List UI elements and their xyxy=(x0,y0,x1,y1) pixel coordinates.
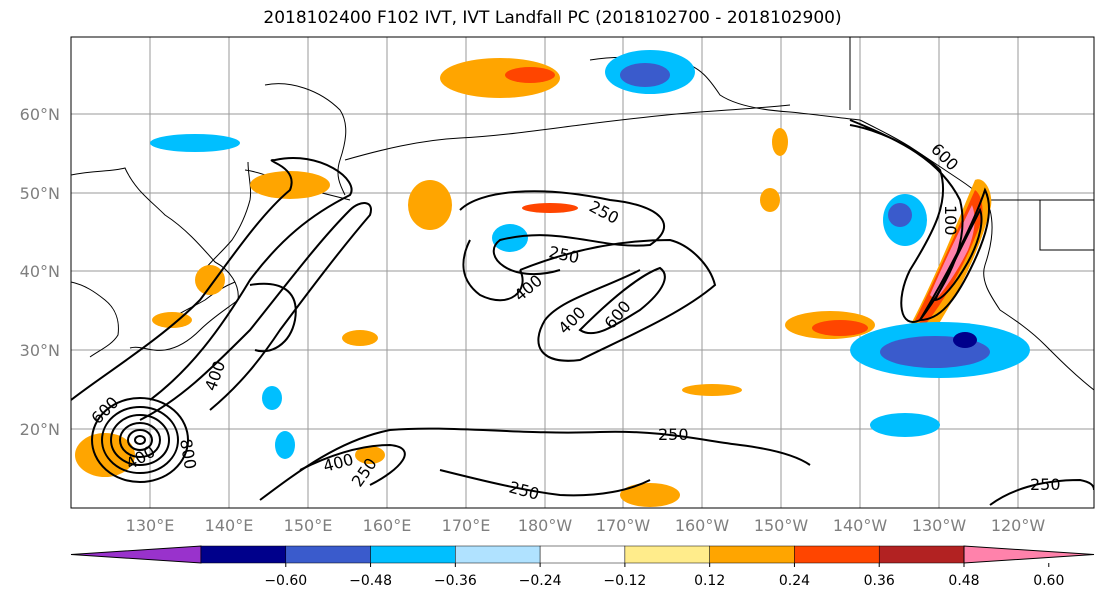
contour-250-east xyxy=(989,478,1094,506)
patch-gulf-orange xyxy=(772,128,788,156)
contour-250-river xyxy=(849,119,964,323)
contour-400-central xyxy=(519,238,717,362)
patch-hawaii-orange xyxy=(682,384,742,396)
patch-okhotsk-blue xyxy=(150,134,240,152)
lat-tick-label: 60°N xyxy=(20,105,60,124)
lon-tick-label: 180°W xyxy=(518,516,573,535)
kamchatka xyxy=(264,83,347,196)
typhoon-ring-6 xyxy=(134,435,146,445)
korea-coast xyxy=(71,281,119,358)
contour-label: 100 xyxy=(941,205,960,236)
lon-tick-label: 130°W xyxy=(912,516,967,535)
map-frame xyxy=(70,36,1095,509)
lon-tick-label: 130°E xyxy=(126,516,175,535)
contour-250-loop xyxy=(462,239,524,302)
patch-small-blue xyxy=(262,386,282,410)
patch-alaska-darkblue xyxy=(620,63,670,87)
patch-gulf-orange-2 xyxy=(760,188,780,212)
lon-tick-label: 120°W xyxy=(991,516,1046,535)
lat-tick-label: 50°N xyxy=(20,184,60,203)
asia-coast xyxy=(71,167,239,351)
lon-tick-label: 170°E xyxy=(442,516,491,535)
figure-title: 2018102400 F102 IVT, IVT Landfall PC (20… xyxy=(263,8,842,28)
typhoon-ring-5 xyxy=(127,429,153,451)
contour-400-west xyxy=(139,202,372,421)
colorbar-extend-high xyxy=(963,545,1095,564)
patch-bottom-orange xyxy=(620,483,680,507)
patch-bering-red xyxy=(505,67,555,83)
colorbar-swatch xyxy=(624,545,710,564)
colorbar-label: 0.24 xyxy=(779,573,810,589)
colorbar-label: 0.48 xyxy=(948,573,979,589)
contour-250-bottom xyxy=(439,469,651,497)
lat-tick-label: 40°N xyxy=(20,262,60,281)
colorbar-swatch xyxy=(200,545,287,564)
aleutian-west xyxy=(344,124,581,161)
contour-250-west xyxy=(71,157,353,401)
patch-central-red xyxy=(522,203,578,213)
typhoon-ring-4 xyxy=(119,422,161,458)
lat-tick-label: 30°N xyxy=(20,341,60,360)
patch-river-pink xyxy=(930,205,975,300)
colorbar-label: −0.48 xyxy=(349,573,392,589)
contour-400-south xyxy=(299,443,406,486)
typhoon-ring-1 xyxy=(91,397,189,483)
colorbar-label: 0.12 xyxy=(694,573,725,589)
lon-tick-label: 160°W xyxy=(675,516,730,535)
colorbar-swatch xyxy=(709,545,795,564)
lon-tick-label: 140°E xyxy=(205,516,254,535)
patch-west-orange xyxy=(342,330,378,346)
lon-tick-label: 150°W xyxy=(754,516,809,535)
patch-south-blue xyxy=(870,413,940,437)
patch-kuril-orange xyxy=(250,171,330,199)
colorbar-extend-low xyxy=(70,545,202,564)
lat-tick-label: 20°N xyxy=(20,420,60,439)
typhoon-ring-2 xyxy=(101,406,179,474)
contour-250-north xyxy=(459,190,665,276)
colorbar-swatch xyxy=(285,545,371,564)
colorbar-label: −0.60 xyxy=(264,573,307,589)
colorbar-swatch xyxy=(539,545,626,564)
patch-sw-blue-small xyxy=(275,431,295,459)
contour-600-central xyxy=(578,266,666,335)
contour-250-south xyxy=(259,427,811,501)
colorbar: −0.60 −0.48 −0.36 −0.24 −0.12 0.12 0.24 0.36 0.4… xyxy=(70,545,1095,589)
patch-central-orange xyxy=(408,180,452,230)
lon-tick-label: 170°W xyxy=(596,516,651,535)
colorbar-label: −0.24 xyxy=(519,573,562,589)
latitude-labels: 60°N 50°N 40°N 30°N 20°N xyxy=(20,105,60,439)
patch-se-navy xyxy=(953,332,977,348)
colorbar-label: 0.36 xyxy=(864,573,895,589)
colorbar-label: −0.36 xyxy=(434,573,477,589)
contour-label: 250 xyxy=(1030,475,1061,494)
contour-label: 250 xyxy=(658,425,689,444)
us-west-coast xyxy=(983,209,1094,391)
ivt-contours xyxy=(71,119,1094,506)
lon-tick-label: 150°E xyxy=(284,516,333,535)
colorbar-swatch xyxy=(370,545,456,564)
contour-600-river xyxy=(933,207,983,302)
aleutian-east xyxy=(579,104,791,126)
longitude-labels: 130°E 140°E 150°E 160°E 170°E 180°W 170°W 160°W… xyxy=(126,516,1046,535)
colorbar-label: 0.60 xyxy=(1033,573,1064,589)
patch-japan-orange-2 xyxy=(195,265,225,295)
colorbar-swatch xyxy=(878,545,965,564)
colorbar-swatch xyxy=(794,545,880,564)
typhoon-ring-3 xyxy=(110,414,170,466)
japan-honshu xyxy=(199,161,252,276)
patch-ne-darkblue xyxy=(888,203,912,227)
lon-tick-label: 140°W xyxy=(833,516,888,535)
state-borders xyxy=(1039,200,1094,251)
colorbar-swatch xyxy=(455,545,541,564)
colorbar-label: −0.12 xyxy=(603,573,646,589)
contour-400-river xyxy=(918,187,991,322)
patch-sw-orange-small xyxy=(355,446,385,464)
patch-sw-red xyxy=(812,320,868,336)
lon-tick-label: 160°E xyxy=(363,516,412,535)
contour-inner xyxy=(249,282,297,353)
